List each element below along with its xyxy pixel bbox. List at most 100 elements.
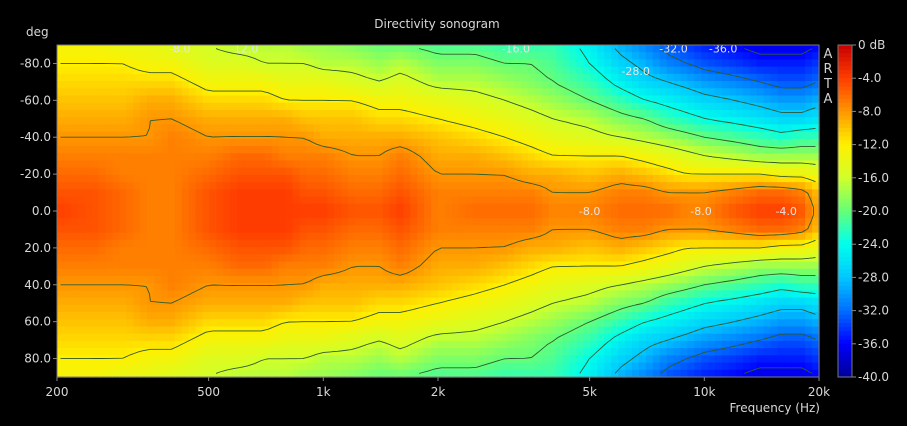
heatmap-cell: [466, 254, 474, 262]
heatmap-cell: [722, 262, 730, 270]
heatmap-cell: [410, 96, 418, 104]
heatmap-cell: [57, 117, 65, 125]
heatmap-cell: [230, 319, 238, 327]
heatmap-cell: [99, 175, 107, 183]
heatmap-cell: [57, 211, 65, 219]
heatmap-cell: [286, 254, 294, 262]
heatmap-cell: [611, 52, 619, 60]
heatmap-cell: [154, 96, 162, 104]
heatmap-cell: [653, 168, 661, 176]
heatmap-cell: [701, 341, 709, 349]
heatmap-cell: [119, 182, 127, 190]
heatmap-cell: [438, 233, 446, 241]
heatmap-cell: [341, 262, 349, 270]
heatmap-cell: [112, 247, 120, 255]
heatmap-cell: [680, 262, 688, 270]
heatmap-cell: [722, 334, 730, 342]
heatmap-cell: [715, 341, 723, 349]
heatmap-cell: [334, 160, 342, 168]
heatmap-cell: [563, 124, 571, 132]
heatmap-cell: [736, 59, 744, 67]
heatmap-cell: [258, 218, 266, 226]
heatmap-cell: [563, 146, 571, 154]
heatmap-cell: [390, 175, 398, 183]
heatmap-cell: [112, 197, 120, 205]
heatmap-cell: [383, 262, 391, 270]
heatmap-cell: [71, 355, 79, 363]
heatmap-cell: [500, 117, 508, 125]
heatmap-cell: [85, 262, 93, 270]
heatmap-cell: [189, 81, 197, 89]
heatmap-cell: [798, 139, 806, 147]
heatmap-cell: [383, 139, 391, 147]
heatmap-cell: [694, 197, 702, 205]
heatmap-cell: [777, 218, 785, 226]
heatmap-cell: [126, 175, 134, 183]
heatmap-cell: [625, 312, 633, 320]
heatmap-cell: [583, 348, 591, 356]
heatmap-cell: [438, 110, 446, 118]
heatmap-cell: [549, 204, 557, 212]
heatmap-cell: [493, 290, 501, 298]
heatmap-cell: [390, 197, 398, 205]
heatmap-cell: [265, 197, 273, 205]
heatmap-cell: [687, 298, 695, 306]
heatmap-cell: [493, 74, 501, 82]
heatmap-cell: [147, 254, 155, 262]
heatmap-cell: [327, 103, 335, 111]
heatmap-cell: [348, 197, 356, 205]
heatmap-cell: [216, 348, 224, 356]
heatmap-cell: [452, 225, 460, 233]
heatmap-cell: [743, 139, 751, 147]
heatmap-cell: [771, 197, 779, 205]
heatmap-cell: [466, 81, 474, 89]
heatmap-cell: [410, 348, 418, 356]
heatmap-cell: [514, 175, 522, 183]
heatmap-cell: [771, 348, 779, 356]
heatmap-cell: [784, 298, 792, 306]
heatmap-cell: [293, 262, 301, 270]
heatmap-cell: [431, 312, 439, 320]
heatmap-cell: [306, 370, 314, 378]
heatmap-cell: [660, 211, 668, 219]
heatmap-cell: [417, 298, 425, 306]
heatmap-cell: [680, 290, 688, 298]
heatmap-cell: [410, 334, 418, 342]
heatmap-cell: [105, 341, 113, 349]
heatmap-cell: [466, 88, 474, 96]
heatmap-cell: [244, 211, 252, 219]
heatmap-cell: [680, 240, 688, 248]
heatmap-cell: [445, 132, 453, 140]
heatmap-cell: [154, 363, 162, 371]
heatmap-cell: [556, 355, 564, 363]
heatmap-cell: [604, 59, 612, 67]
heatmap-cell: [313, 45, 321, 53]
heatmap-cell: [653, 88, 661, 96]
heatmap-cell: [535, 225, 543, 233]
heatmap-cell: [272, 363, 280, 371]
heatmap-cell: [299, 110, 307, 118]
heatmap-cell: [791, 262, 799, 270]
heatmap-cell: [549, 146, 557, 154]
heatmap-cell: [272, 225, 280, 233]
heatmap-cell: [223, 355, 231, 363]
heatmap-cell: [764, 247, 772, 255]
heatmap-cell: [570, 334, 578, 342]
heatmap-cell: [611, 218, 619, 226]
heatmap-cell: [376, 334, 384, 342]
heatmap-cell: [604, 211, 612, 219]
heatmap-cell: [577, 110, 585, 118]
heatmap-cell: [653, 197, 661, 205]
heatmap-cell: [216, 175, 224, 183]
heatmap-cell: [583, 269, 591, 277]
heatmap-cell: [348, 175, 356, 183]
heatmap-cell: [99, 45, 107, 53]
heatmap-cell: [535, 262, 543, 270]
heatmap-cell: [112, 175, 120, 183]
heatmap-cell: [473, 319, 481, 327]
heatmap-cell: [161, 262, 169, 270]
heatmap-cell: [78, 88, 86, 96]
heatmap-cell: [812, 67, 820, 75]
heatmap-cell: [403, 45, 411, 53]
heatmap-cell: [597, 96, 605, 104]
